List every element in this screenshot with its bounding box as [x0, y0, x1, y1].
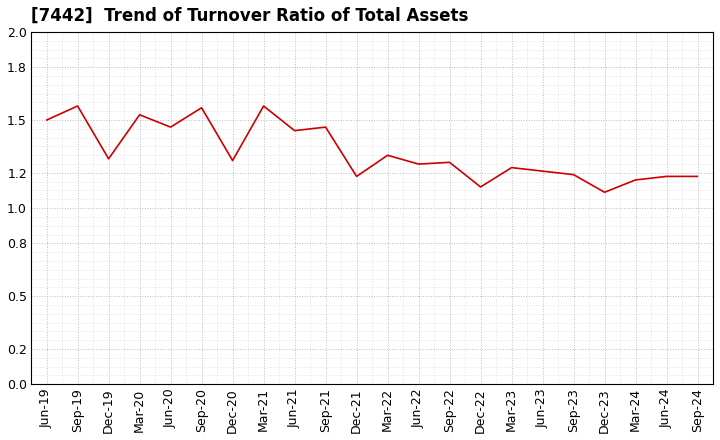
Text: [7442]  Trend of Turnover Ratio of Total Assets: [7442] Trend of Turnover Ratio of Total …: [31, 7, 469, 25]
